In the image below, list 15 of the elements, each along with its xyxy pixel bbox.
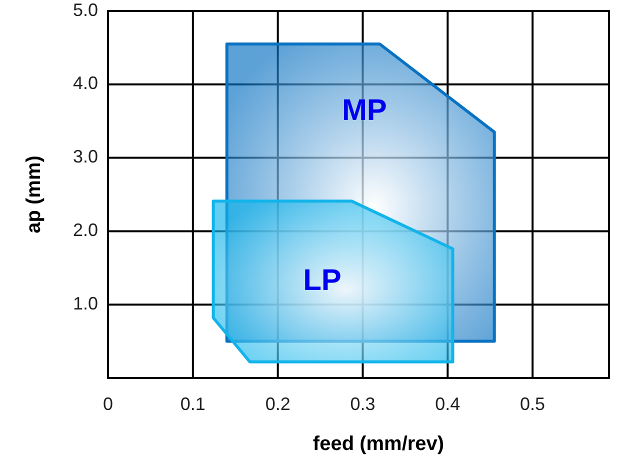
series-label: LP (303, 264, 342, 298)
series-label: MP (342, 94, 387, 128)
y-tick-label: 5.0 (72, 0, 98, 20)
x-tick-label: 0.5 (520, 394, 546, 414)
y-tick-label: 3.0 (72, 146, 98, 167)
y-tick-label: 1.0 (72, 293, 98, 314)
x-tick-label: 0.2 (265, 394, 290, 414)
x-tick-label: 0.4 (435, 394, 460, 414)
y-axis-title: ap (mm) (23, 156, 45, 234)
x-axis-title: feed (mm/rev) (312, 433, 444, 455)
x-tick-label: 0 (102, 394, 114, 414)
y-tick-label: 2.0 (72, 220, 98, 240)
x-tick-label: 0.3 (350, 394, 376, 414)
y-tick-label: 4.0 (72, 73, 98, 94)
x-tick-label: 0.1 (180, 394, 206, 414)
